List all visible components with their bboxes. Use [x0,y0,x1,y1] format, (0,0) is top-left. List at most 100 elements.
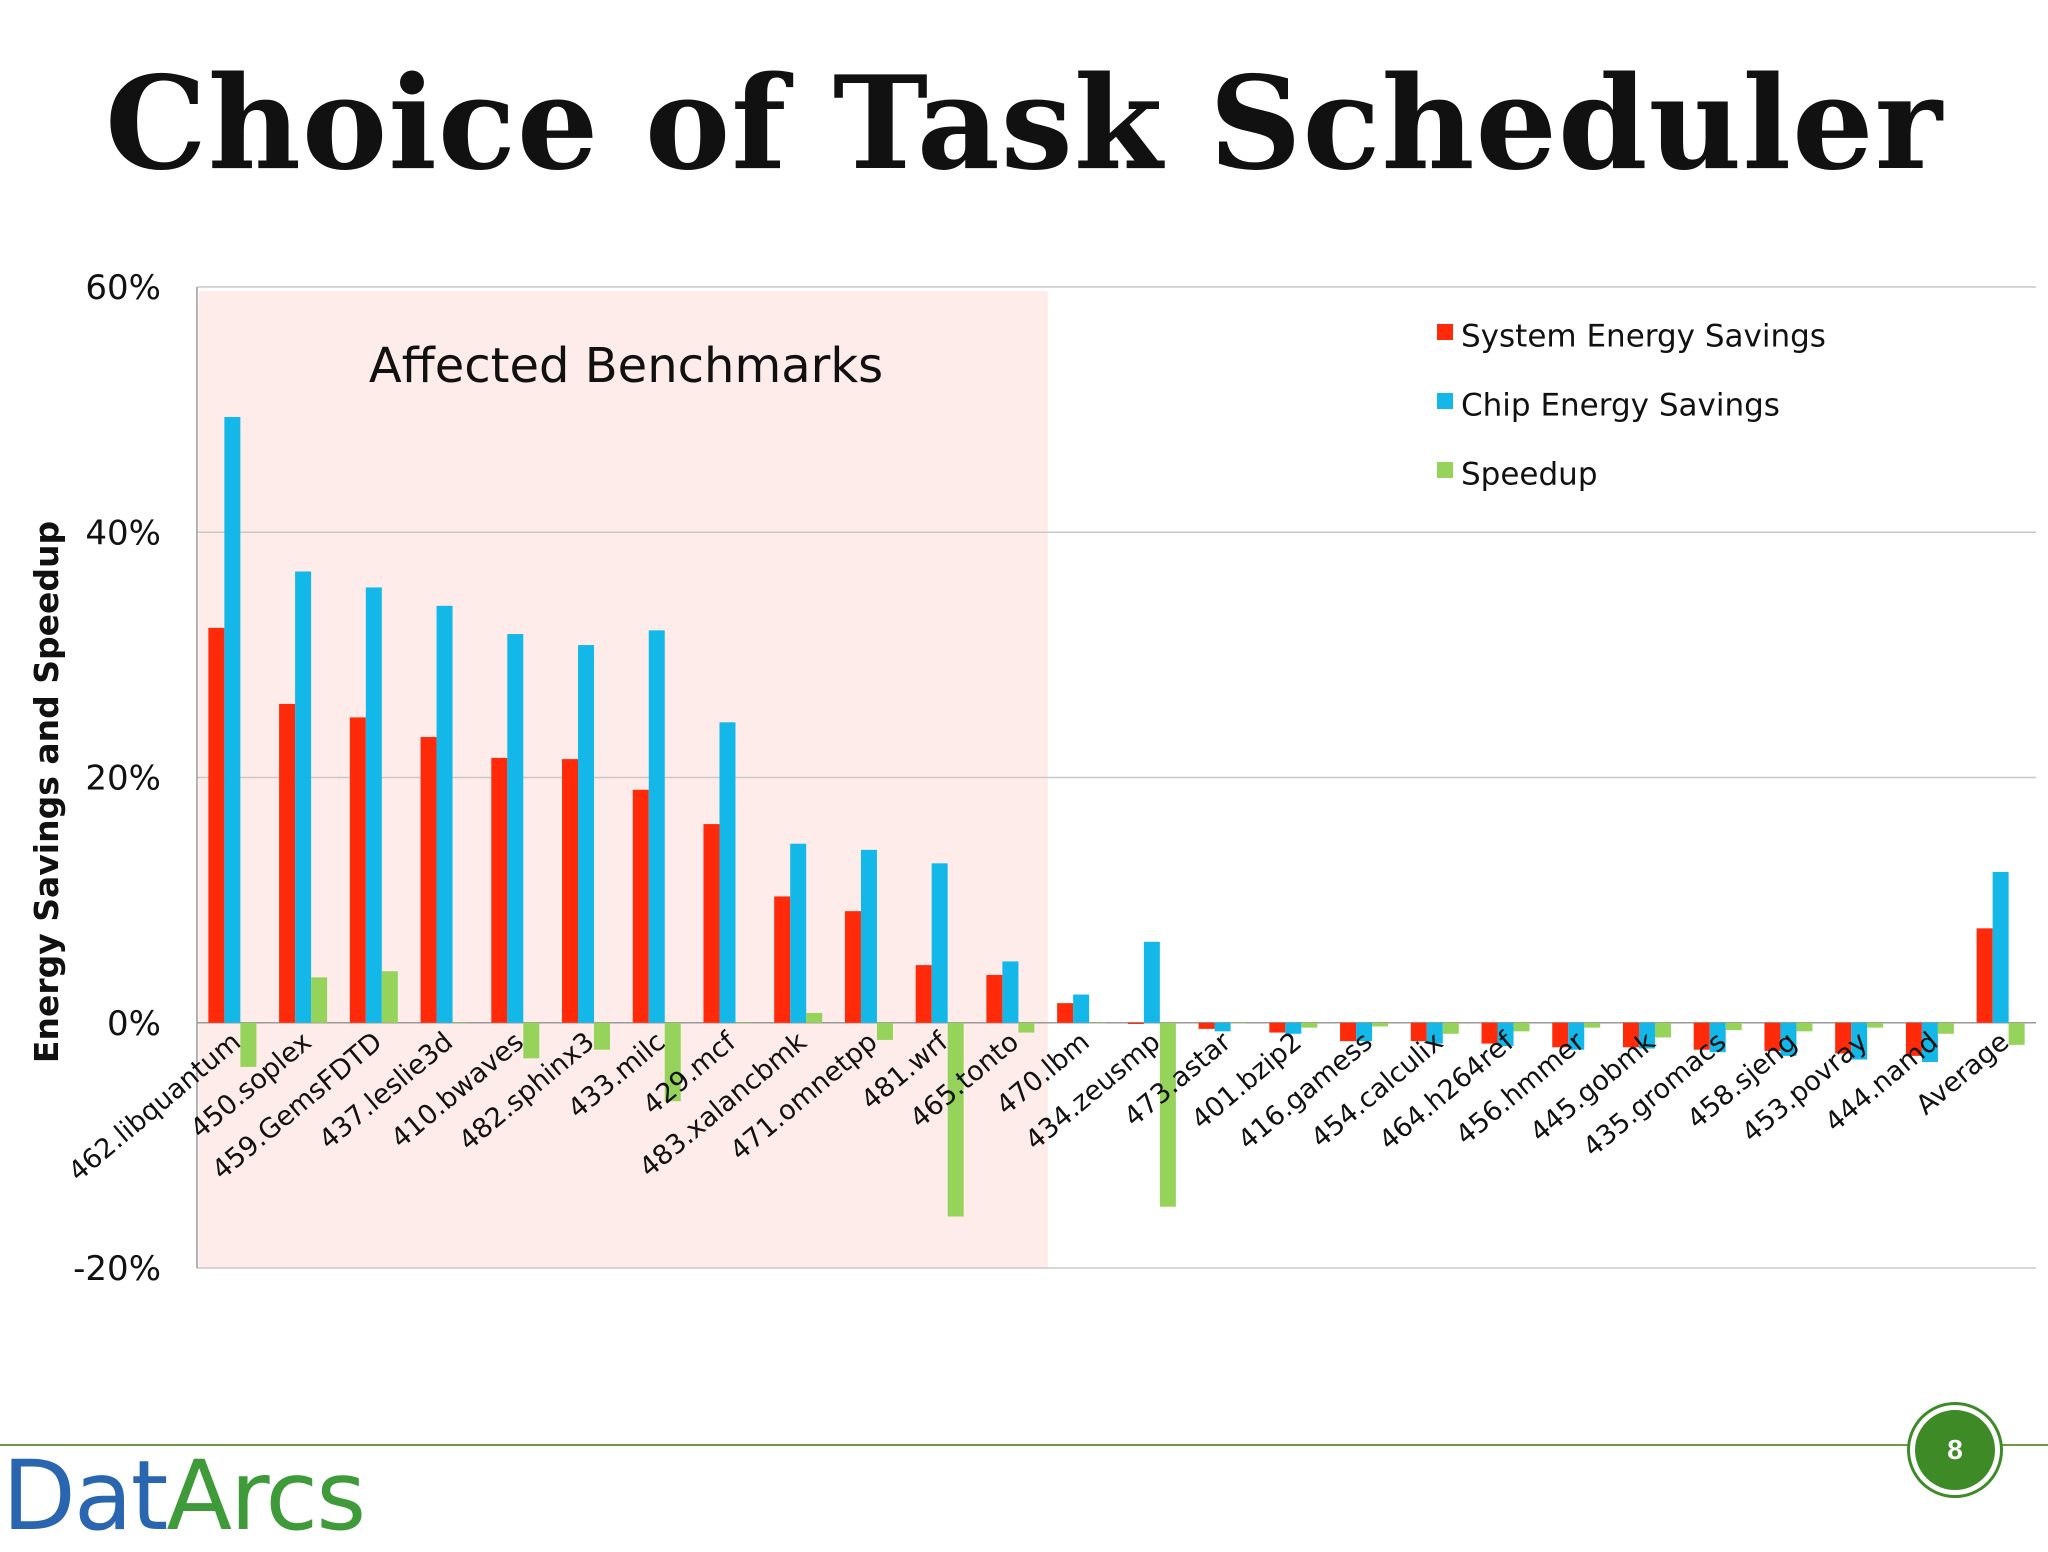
chip-energy-bar [1143,941,1160,1023]
speedup-bar [1867,1022,1884,1028]
speedup-bar [1089,1022,1106,1024]
system-energy-bar [844,911,861,1023]
y-axis-label: Energy Savings and Speedup [27,521,66,1063]
system-energy-bar [279,703,296,1023]
speedup-bar [311,977,328,1023]
chip-energy-bar [295,571,312,1023]
system-energy-bar [1764,1022,1781,1051]
system-energy-bar [1835,1022,1852,1054]
system-energy-bar [1127,1022,1144,1024]
chip-energy-bar [1568,1022,1585,1050]
y-tick-label: 60% [85,268,161,308]
speedup-bar [240,1022,257,1067]
speedup-bar [1725,1022,1742,1031]
speedup-bar [1796,1022,1813,1032]
chip-energy-bar [1285,1022,1302,1034]
y-axis-ticks: 60% 40% 20% 0% -20% [73,268,161,1289]
speedup-bar [1159,1022,1176,1207]
chip-energy-bar [1709,1022,1726,1053]
system-energy-bar [420,737,437,1023]
chip-energy-bar [1214,1022,1231,1032]
chip-energy-bar [1497,1022,1514,1047]
chip-energy-bar [1426,1022,1443,1044]
system-energy-bar [1269,1022,1286,1033]
bar-chart: Affected Benchmarks 60%40%20%0%-20% 462.… [27,268,2036,1289]
speedup-bar [1230,1022,1247,1024]
system-energy-bar [1198,1022,1215,1029]
chip-energy-bar [1638,1022,1655,1049]
chip-energy-bar [1780,1022,1797,1056]
system-energy-bar [1340,1022,1357,1042]
legend: System Energy Savings Chip Energy Savings… [1437,319,1826,493]
system-energy-bar [632,789,649,1023]
chip-energy-bar [719,722,736,1023]
chip-energy-bar [436,605,453,1023]
system-energy-bar [491,757,508,1023]
speedup-bar [947,1022,964,1217]
y-tick-label: 20% [85,759,161,799]
chip-energy-bar [931,863,948,1023]
speedup-bar [594,1022,611,1050]
system-energy-bar [1552,1022,1569,1048]
speedup-bar [1442,1022,1459,1034]
speedup-bar [1654,1022,1671,1038]
affected-benchmarks-label: Affected Benchmarks [369,338,883,394]
chip-energy-bar [1992,871,2009,1023]
speedup-bar [2008,1022,2025,1045]
speedup-bar [1937,1022,1954,1034]
system-energy-bar [562,759,579,1023]
speedup-bar [806,1012,823,1023]
legend-label: Chip Energy Savings [1461,388,1780,424]
logo-dat-text: Dat [2,1440,168,1552]
chip-energy-bar [365,587,382,1023]
chip-energy-bar [648,630,665,1023]
speedup-bar [523,1022,540,1059]
legend-swatch [1437,324,1453,340]
speedup-bar [664,1022,681,1102]
affected-benchmarks-region [199,291,1048,1268]
chip-energy-bar [1073,994,1090,1023]
system-energy-bar [1693,1022,1710,1050]
y-tick-label: 40% [85,513,161,553]
speedup-bar [1018,1022,1035,1033]
system-energy-bar [1057,1003,1074,1023]
footer-rule [0,1444,2048,1446]
chip-energy-bar [578,645,595,1023]
page-number-badge: 8 [1910,1405,2000,1495]
speedup-bar [1584,1022,1601,1028]
system-energy-bar [1410,1022,1427,1042]
slide-title: Choice of Task Scheduler [104,49,1944,199]
speedup-bar [381,971,398,1023]
speedup-bar [735,1022,752,1024]
y-tick-label: 0% [107,1004,161,1044]
legend-label: System Energy Savings [1461,319,1826,355]
system-energy-bar [774,896,791,1023]
chip-energy-bar [224,416,241,1023]
chip-energy-bar [1851,1022,1868,1060]
chip-energy-bar [507,634,524,1023]
system-energy-bar [1976,928,1993,1023]
speedup-bar [1513,1022,1530,1032]
chip-energy-bar [1002,961,1019,1023]
y-tick-label: -20% [73,1249,161,1289]
datarcs-logo: DatArcs [2,1448,366,1544]
legend-label: Speedup [1461,457,1598,493]
speedup-bar [1301,1022,1318,1028]
legend-swatch [1437,462,1453,478]
system-energy-bar [349,717,366,1023]
chip-energy-bar [860,849,877,1023]
system-energy-bar [703,824,720,1023]
bar-series [208,416,2025,1217]
chip-energy-bar [1921,1022,1938,1062]
speedup-bar [1372,1022,1389,1027]
speedup-bar [452,1022,469,1024]
system-energy-bar [1905,1022,1922,1056]
chip-energy-bar [790,843,807,1023]
system-energy-bar [1622,1022,1639,1048]
system-energy-bar [986,974,1003,1023]
speedup-bar [876,1022,893,1040]
system-energy-bar [915,965,932,1023]
legend-swatch [1437,393,1453,409]
system-energy-bar [208,627,225,1023]
system-energy-bar [1481,1022,1498,1044]
